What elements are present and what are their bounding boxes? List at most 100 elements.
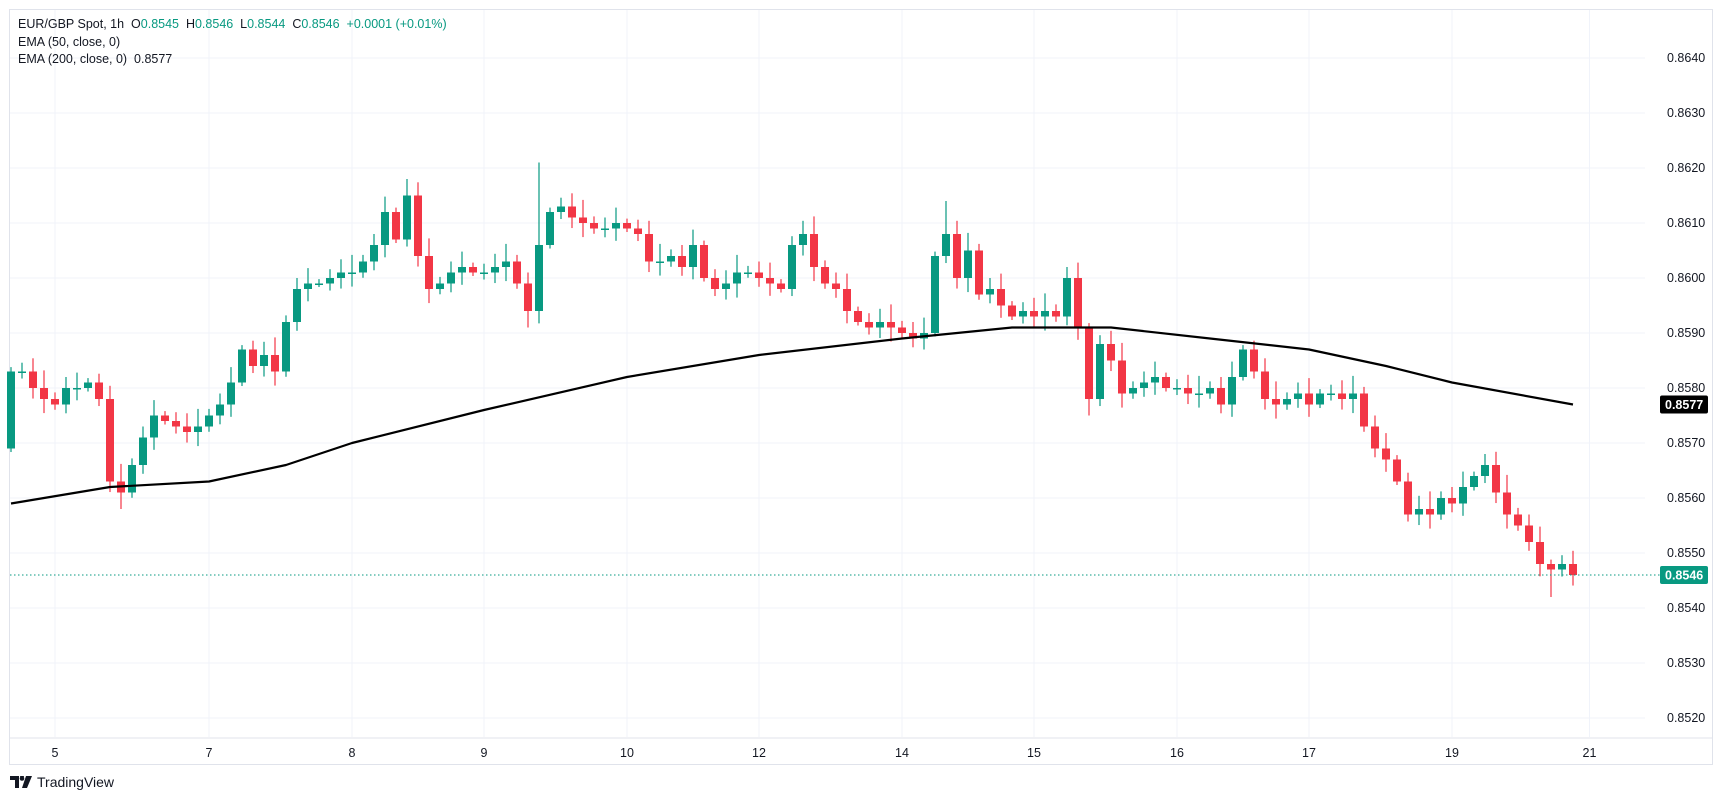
candle-up: [1481, 465, 1489, 476]
candle-down: [953, 234, 961, 278]
price-axis-label: 0.8570: [1667, 436, 1705, 450]
candle-up: [304, 283, 312, 289]
candle-up: [744, 272, 752, 274]
candle-down: [469, 267, 477, 273]
candle-up: [458, 267, 466, 273]
price-axis-label: 0.8520: [1667, 711, 1705, 725]
symbol-title[interactable]: EUR/GBP Spot, 1h: [18, 17, 125, 31]
candle-up: [1140, 382, 1148, 388]
candle-up: [1151, 377, 1159, 383]
candle-down: [425, 256, 433, 289]
candle-down: [513, 261, 521, 284]
candle-up: [535, 245, 543, 311]
candle-up: [238, 349, 246, 383]
candle-up: [436, 283, 444, 289]
tradingview-logo[interactable]: TradingView: [10, 774, 114, 790]
candle-down: [1030, 311, 1038, 317]
price-axis-label: 0.8580: [1667, 381, 1705, 395]
high-value: 0.8546: [194, 17, 234, 31]
candle-down: [865, 322, 873, 328]
candle-down: [1393, 459, 1401, 482]
candle-down: [1448, 498, 1456, 504]
candle-down: [1338, 393, 1346, 399]
open-value: 0.8545: [140, 17, 179, 31]
candle-up: [1019, 311, 1027, 317]
candle-up: [348, 272, 356, 274]
candle-down: [579, 217, 587, 223]
candle-down: [975, 250, 983, 295]
candle-up: [986, 289, 994, 295]
candle-up: [942, 234, 950, 256]
candle-up: [18, 371, 26, 373]
candle-down: [755, 272, 763, 278]
ema50-legend[interactable]: EMA (50, close, 0): [18, 35, 120, 49]
candle-down: [51, 399, 59, 405]
price-axis-label: 0.8590: [1667, 326, 1705, 340]
candle-up: [1459, 487, 1467, 504]
candle-up: [1228, 377, 1236, 405]
tradingview-logo-icon: [10, 776, 32, 788]
candle-up: [73, 388, 81, 390]
candle-down: [909, 333, 917, 339]
candle-up: [62, 388, 70, 405]
candle-up: [139, 437, 147, 465]
time-axis-label: 16: [1170, 746, 1184, 760]
low-value: 0.8544: [247, 17, 286, 31]
candle-up: [1415, 509, 1423, 515]
candle-down: [1250, 349, 1258, 372]
low-label: L: [240, 17, 248, 31]
candle-down: [1404, 481, 1412, 515]
candle-up: [480, 272, 488, 274]
candle-up: [403, 195, 411, 240]
candle-up: [370, 245, 378, 262]
price-axis-label: 0.8550: [1667, 546, 1705, 560]
candle-down: [766, 278, 774, 284]
candle-down: [777, 283, 785, 289]
candle-down: [414, 195, 422, 256]
candle-up: [1558, 564, 1566, 570]
candle-up: [1063, 278, 1071, 317]
candle-up: [1349, 393, 1357, 399]
candle-down: [997, 289, 1005, 306]
ema200-legend[interactable]: EMA (200, close, 0) 0.8577: [18, 52, 172, 66]
candle-up: [1239, 349, 1247, 377]
candle-down: [271, 355, 279, 372]
candle-down: [623, 223, 631, 229]
candle-down: [1371, 426, 1379, 449]
candle-up: [557, 206, 565, 212]
candle-down: [810, 234, 818, 267]
candle-up: [84, 382, 92, 388]
ema200-label: EMA (200, close, 0): [18, 52, 128, 66]
candle-down: [1382, 448, 1390, 460]
time-axis-label: 10: [620, 746, 634, 760]
candle-up: [194, 426, 202, 432]
candle-down: [106, 399, 114, 482]
time-axis-label: 9: [481, 746, 488, 760]
candle-up: [1316, 393, 1324, 405]
time-axis-label: 7: [206, 746, 213, 760]
candle-down: [1217, 388, 1225, 405]
candle-down: [1503, 492, 1511, 515]
candle-down: [1536, 542, 1544, 564]
candle-down: [1360, 393, 1368, 427]
candle-up: [1283, 399, 1291, 405]
candle-down: [832, 283, 840, 289]
candle-down: [1261, 371, 1269, 399]
candle-up: [1206, 388, 1214, 394]
candle-down: [887, 322, 895, 328]
price-axis-label: 0.8610: [1667, 216, 1705, 230]
price-axis-label: 0.8630: [1667, 106, 1705, 120]
ema200-line: [10, 326, 1574, 505]
candle-down: [1184, 388, 1192, 394]
change-value: +0.0001 (+0.01%): [346, 17, 447, 31]
candle-down: [898, 327, 906, 333]
ema200-badge: [1660, 395, 1708, 414]
candle-up: [799, 234, 807, 245]
candle-up: [315, 283, 323, 285]
time-axis-label: 8: [349, 746, 356, 760]
time-axis-label: 17: [1302, 746, 1316, 760]
candle-down: [392, 212, 400, 240]
candle-up: [667, 256, 675, 262]
candle-down: [634, 228, 642, 234]
